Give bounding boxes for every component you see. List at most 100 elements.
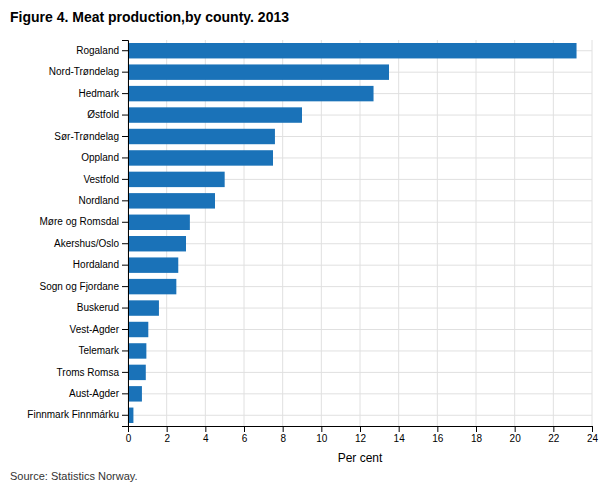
x-tick: 24 bbox=[587, 426, 599, 444]
x-tick: 22 bbox=[548, 426, 560, 444]
x-tick-mark bbox=[476, 426, 477, 432]
y-tick: Sør-Trøndelag bbox=[54, 131, 128, 142]
bar bbox=[128, 129, 275, 144]
y-tick-mark bbox=[122, 72, 128, 73]
y-tick-label: Sogn og Fjordane bbox=[39, 281, 119, 292]
y-tick-label: Aust-Agder bbox=[69, 388, 120, 399]
x-tick-label: 24 bbox=[587, 433, 599, 444]
x-tick: 18 bbox=[471, 426, 483, 444]
grid bbox=[128, 40, 592, 426]
y-tick-label: Møre og Romsdal bbox=[40, 216, 119, 227]
x-tick: 6 bbox=[242, 426, 248, 444]
y-tick-mark bbox=[122, 415, 128, 416]
grid-line-x bbox=[476, 40, 477, 426]
y-tick-label: Østfold bbox=[87, 109, 119, 120]
y-tick: Rogaland bbox=[76, 45, 128, 56]
x-tick-label: 16 bbox=[432, 433, 444, 444]
y-tick-mark bbox=[122, 265, 128, 266]
y-tick: Østfold bbox=[87, 109, 128, 120]
y-tick-label: Telemark bbox=[78, 345, 120, 356]
y-tick: Finnmark Finnmárku bbox=[27, 409, 128, 420]
y-tick: Hordaland bbox=[73, 259, 128, 270]
x-tick-label: 22 bbox=[548, 433, 560, 444]
x-tick: 14 bbox=[394, 426, 406, 444]
bar bbox=[128, 150, 273, 165]
x-tick-mark bbox=[321, 426, 322, 432]
x-tick-label: 20 bbox=[510, 433, 522, 444]
x-tick-label: 12 bbox=[355, 433, 367, 444]
bar bbox=[128, 215, 190, 230]
grid-line-x bbox=[514, 40, 515, 426]
x-tick: 8 bbox=[280, 426, 286, 444]
y-tick: Aust-Agder bbox=[69, 388, 128, 399]
x-tick-label: 10 bbox=[316, 433, 328, 444]
grid-line-x bbox=[398, 40, 399, 426]
grid-line-y bbox=[128, 222, 592, 223]
bar bbox=[128, 64, 389, 79]
y-tick-mark bbox=[122, 179, 128, 180]
y-tick-label: Vest-Agder bbox=[70, 324, 120, 335]
x-tick-mark bbox=[399, 426, 400, 432]
y-tick: Hedmark bbox=[78, 88, 128, 99]
y-tick-label: Rogaland bbox=[76, 45, 119, 56]
y-tick-label: Hordaland bbox=[73, 259, 119, 270]
y-tick: Troms Romsa bbox=[57, 367, 128, 378]
x-tick-mark bbox=[205, 426, 206, 432]
y-tick-mark bbox=[122, 157, 128, 158]
grid-line-y bbox=[128, 286, 592, 287]
bar bbox=[128, 300, 159, 315]
x-tick-label: 8 bbox=[280, 433, 286, 444]
bar bbox=[128, 279, 176, 294]
y-tick-label: Akershus/Oslo bbox=[54, 238, 119, 249]
x-tick-label: 2 bbox=[164, 433, 170, 444]
y-tick-mark bbox=[122, 329, 128, 330]
y-tick-mark bbox=[122, 200, 128, 201]
grid-line-y bbox=[128, 329, 592, 330]
x-tick: 16 bbox=[432, 426, 444, 444]
y-tick: Telemark bbox=[78, 345, 128, 356]
y-tick-label: Vestfold bbox=[83, 174, 119, 185]
x-tick-label: 0 bbox=[126, 433, 132, 444]
bar bbox=[128, 236, 186, 251]
grid-line-y bbox=[128, 350, 592, 351]
y-axis: Rogaland Nord-Trøndelag Hedmark Østfold Sør-… bbox=[27, 41, 128, 427]
bar bbox=[128, 43, 577, 58]
x-tick: 20 bbox=[510, 426, 522, 444]
x-tick-mark bbox=[283, 426, 284, 432]
x-tick: 12 bbox=[355, 426, 367, 444]
y-tick-mark bbox=[122, 115, 128, 116]
y-tick-mark bbox=[122, 243, 128, 244]
source: Source: Statistics Norway. bbox=[10, 470, 138, 482]
x-tick-mark bbox=[515, 426, 516, 432]
y-tick: Sogn og Fjordane bbox=[39, 281, 128, 292]
x-axis: 024681012141618202224 bbox=[126, 426, 599, 444]
y-tick: Nordland bbox=[78, 195, 128, 206]
x-axis-line bbox=[129, 427, 593, 433]
x-tick: 4 bbox=[203, 426, 209, 444]
grid-line-y bbox=[128, 415, 592, 416]
y-tick: Vest-Agder bbox=[70, 324, 128, 335]
y-tick-label: Sør-Trøndelag bbox=[54, 131, 119, 142]
bar bbox=[128, 86, 374, 101]
x-tick-mark bbox=[360, 426, 361, 432]
y-tick-label: Nord-Trøndelag bbox=[49, 66, 119, 77]
grid-line-x bbox=[592, 40, 593, 426]
bar bbox=[128, 257, 178, 272]
y-axis-line bbox=[122, 41, 129, 427]
grid-line-x bbox=[437, 40, 438, 426]
y-tick: Vestfold bbox=[83, 174, 128, 185]
x-tick-label: 14 bbox=[394, 433, 406, 444]
y-tick-mark bbox=[122, 222, 128, 223]
y-tick: Nord-Trøndelag bbox=[49, 66, 128, 77]
x-tick-mark bbox=[592, 426, 593, 432]
y-tick-mark bbox=[122, 350, 128, 351]
x-tick-label: 6 bbox=[242, 433, 248, 444]
y-tick-mark bbox=[122, 286, 128, 287]
plot-area: 024681012141618202224RogalandNord-Trønde… bbox=[27, 40, 598, 444]
x-axis-title: Per cent bbox=[338, 451, 383, 465]
y-tick-mark bbox=[122, 372, 128, 373]
bar bbox=[128, 193, 215, 208]
x-tick-mark bbox=[167, 426, 168, 432]
x-tick-mark bbox=[553, 426, 554, 432]
chart: 024681012141618202224RogalandNord-Trønde… bbox=[0, 0, 610, 488]
